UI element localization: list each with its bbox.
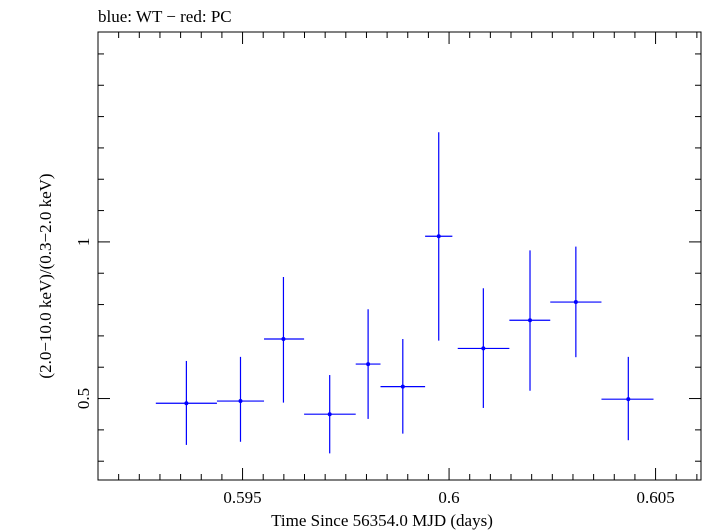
x-tick-label: 0.595 bbox=[223, 488, 261, 507]
data-point bbox=[425, 132, 453, 341]
data-point bbox=[155, 360, 217, 445]
data-marker bbox=[481, 346, 486, 351]
axis-tick-labels: 0.595 0.6 0.605 0.5 1 bbox=[74, 238, 675, 507]
data-marker bbox=[327, 412, 332, 417]
data-marker bbox=[238, 399, 243, 404]
x-tick-label: 0.6 bbox=[438, 488, 459, 507]
y-axis-label: (2.0−10.0 keV)/(0.3−2.0 keV) bbox=[36, 173, 55, 378]
data-point bbox=[601, 356, 654, 441]
data-marker bbox=[184, 401, 189, 406]
data-marker bbox=[436, 234, 441, 239]
data-marker bbox=[626, 397, 631, 402]
data-marker bbox=[400, 384, 405, 389]
data-point bbox=[457, 288, 510, 408]
data-point bbox=[509, 250, 551, 391]
data-point bbox=[380, 339, 426, 434]
data-marker bbox=[528, 318, 533, 323]
plot-frame bbox=[97, 31, 702, 481]
data-marker bbox=[573, 300, 578, 305]
y-tick-label: 1 bbox=[74, 238, 93, 247]
axis-ticks bbox=[98, 32, 701, 480]
chart-title: blue: WT − red: PC bbox=[98, 7, 232, 26]
data-point bbox=[304, 375, 356, 454]
data-point bbox=[355, 309, 381, 419]
x-axis-label: Time Since 56354.0 MJD (days) bbox=[271, 511, 493, 530]
data-points bbox=[155, 132, 654, 454]
data-point bbox=[550, 246, 602, 358]
data-point bbox=[264, 276, 305, 403]
data-point bbox=[216, 356, 265, 442]
y-tick-label: 0.5 bbox=[74, 388, 93, 409]
data-marker bbox=[281, 337, 286, 342]
data-marker bbox=[366, 362, 371, 367]
x-tick-label: 0.605 bbox=[636, 488, 674, 507]
